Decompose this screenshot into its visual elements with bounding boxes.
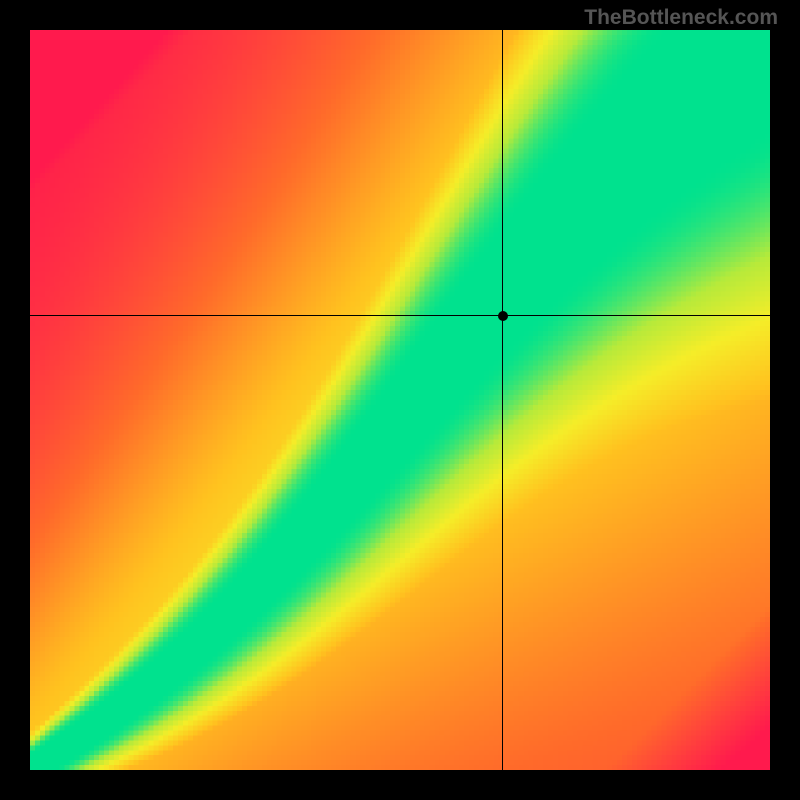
crosshair-marker bbox=[498, 311, 508, 321]
heatmap-plot-area bbox=[30, 30, 770, 770]
crosshair-horizontal bbox=[30, 315, 770, 316]
heatmap-canvas bbox=[30, 30, 770, 770]
watermark-text: TheBottleneck.com bbox=[584, 6, 778, 30]
crosshair-vertical bbox=[502, 30, 503, 770]
